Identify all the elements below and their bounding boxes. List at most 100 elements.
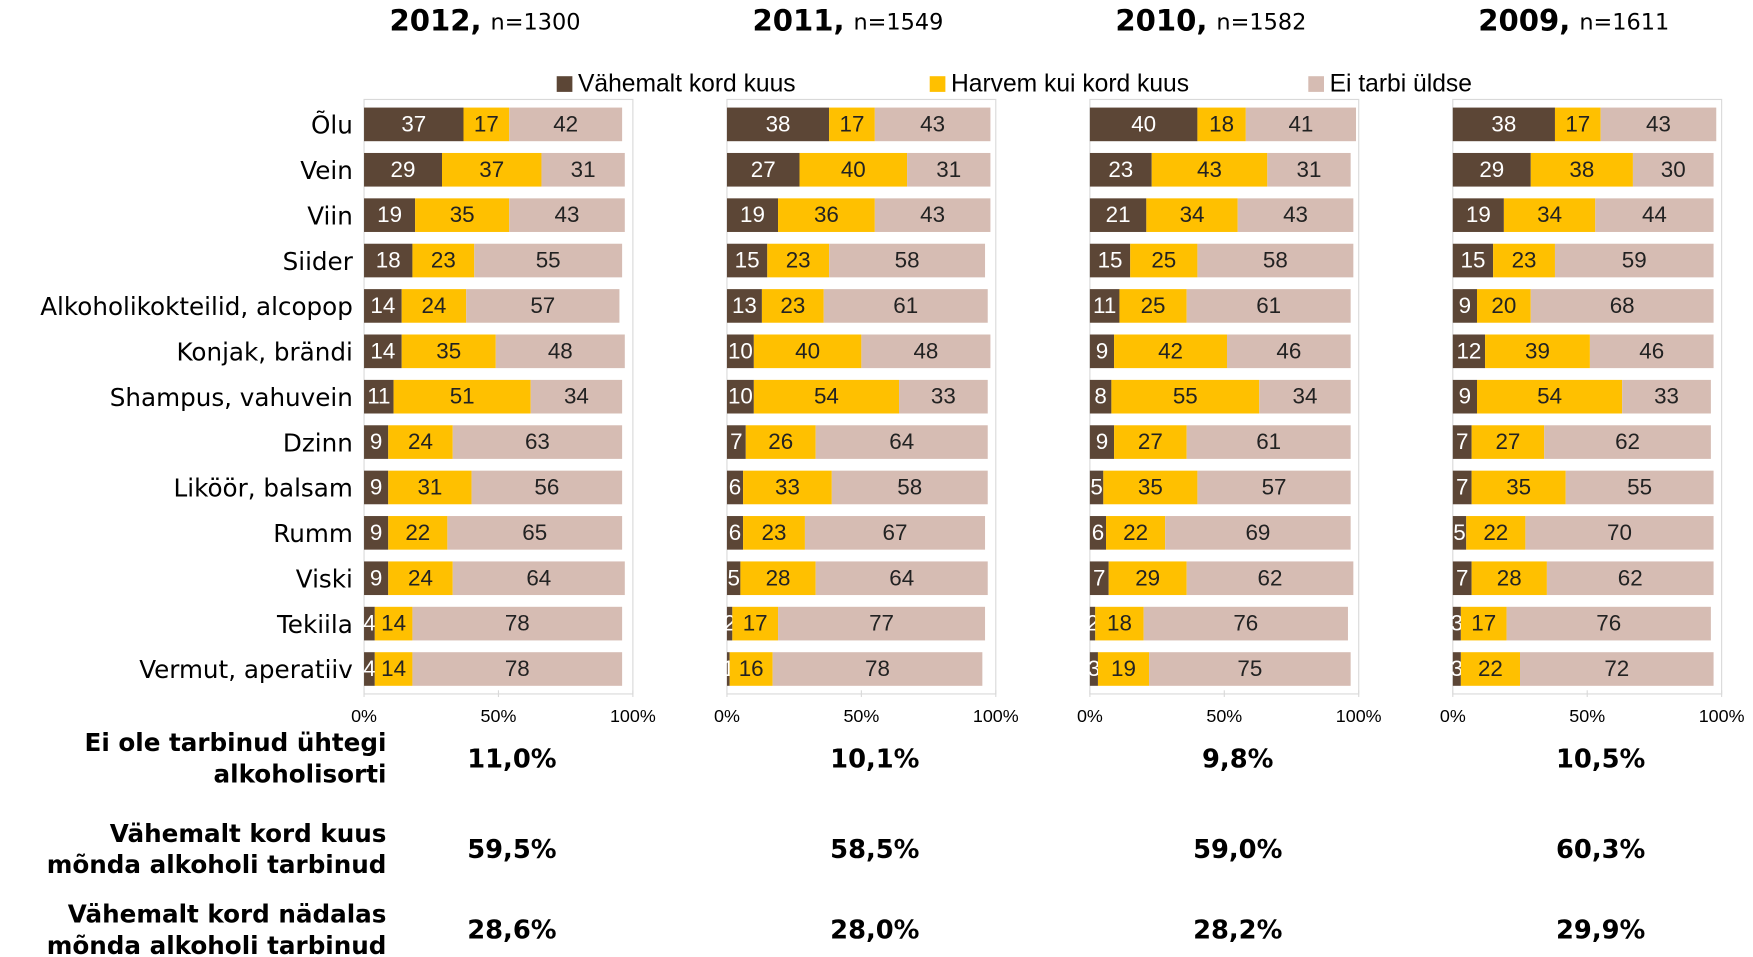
bar-segment xyxy=(726,243,768,278)
data-label: 70 xyxy=(1607,520,1632,545)
x-tick-label: 50% xyxy=(1569,706,1605,726)
data-label: 39 xyxy=(1525,338,1550,363)
bar-segment xyxy=(463,107,510,142)
bar-segment xyxy=(364,107,464,142)
x-tick-label: 50% xyxy=(843,706,879,726)
bar-segment xyxy=(1089,561,1109,596)
data-label: 15 xyxy=(735,248,760,273)
data-label: 69 xyxy=(1245,520,1270,545)
legend-label: Vähemalt kord kuus xyxy=(578,71,796,98)
data-label: 9 xyxy=(1459,293,1471,318)
x-tick-label: 100% xyxy=(610,706,656,726)
bar-segment xyxy=(447,516,623,550)
data-label: 23 xyxy=(780,293,805,318)
bar-segment xyxy=(509,198,625,232)
bar-segment xyxy=(726,561,741,596)
bar-segment xyxy=(1237,198,1354,232)
summary-label: alkoholisorti xyxy=(214,759,387,788)
panel-title: 2010, n=1582 xyxy=(1115,3,1306,37)
data-label: 48 xyxy=(913,338,938,363)
data-label: 56 xyxy=(534,475,559,500)
bar-segment xyxy=(1452,198,1504,232)
bar-segment xyxy=(401,289,467,323)
bar-segment xyxy=(1622,379,1711,414)
data-label: 35 xyxy=(436,338,461,363)
category-label: Tekiila xyxy=(276,610,353,639)
bar-segment xyxy=(364,516,389,550)
bar-segment xyxy=(799,152,908,187)
bar-segment xyxy=(415,198,510,232)
data-label: 29 xyxy=(1479,157,1504,182)
data-label: 7 xyxy=(1093,565,1105,590)
bar-segment xyxy=(831,470,988,505)
panel-title: 2009, n=1611 xyxy=(1478,3,1669,37)
bar-segment xyxy=(743,470,832,505)
data-label: 18 xyxy=(1209,111,1234,136)
bar-segment xyxy=(726,606,733,641)
title-year: 2009, xyxy=(1478,3,1570,37)
data-label: 6 xyxy=(729,520,741,545)
bar-segment xyxy=(1146,198,1238,232)
bar-segment xyxy=(1452,107,1555,142)
x-tick-label: 50% xyxy=(1206,706,1242,726)
data-label: 57 xyxy=(1262,475,1287,500)
bar-segment xyxy=(393,379,531,414)
data-label: 78 xyxy=(505,656,530,681)
bar-segment xyxy=(388,425,453,459)
data-label: 61 xyxy=(893,293,918,318)
bar-segment xyxy=(1114,425,1187,459)
data-label: 22 xyxy=(1483,520,1508,545)
summary-value: 60,3% xyxy=(1556,835,1645,865)
data-label: 23 xyxy=(1108,157,1133,182)
data-label: 17 xyxy=(1471,611,1496,636)
bar-segment xyxy=(442,152,542,187)
bar-segment xyxy=(1530,152,1633,187)
data-label: 68 xyxy=(1610,293,1635,318)
data-label: 23 xyxy=(1512,248,1537,273)
legend-swatch xyxy=(1308,76,1324,92)
bar-segment xyxy=(1259,379,1351,414)
bar-segment xyxy=(740,561,816,596)
x-tick-label: 50% xyxy=(481,706,517,726)
bar-segment xyxy=(1143,606,1348,641)
data-label: 11 xyxy=(367,384,390,409)
data-label: 33 xyxy=(1654,384,1679,409)
data-label: 3 xyxy=(1088,656,1100,681)
data-label: 23 xyxy=(431,248,456,273)
data-label: 9 xyxy=(370,429,382,454)
data-label: 19 xyxy=(740,202,765,227)
data-label: 25 xyxy=(1151,248,1176,273)
title-year: 2011, xyxy=(752,3,844,37)
data-label: 14 xyxy=(370,338,395,363)
summary-label: mõnda alkoholi tarbinud xyxy=(47,931,387,957)
data-label: 43 xyxy=(920,111,945,136)
bar-segment xyxy=(364,652,375,686)
summary-value: 28,2% xyxy=(1193,916,1282,946)
category-label: Viski xyxy=(296,564,353,593)
bar-segment xyxy=(1452,243,1494,278)
data-label: 67 xyxy=(883,520,908,545)
bar-segment xyxy=(1106,516,1166,550)
bar-segment xyxy=(1165,516,1351,550)
category-label: Rumm xyxy=(273,519,353,548)
data-label: 33 xyxy=(931,384,956,409)
summary-label: mõnda alkoholi tarbinud xyxy=(47,850,387,879)
data-label: 38 xyxy=(1569,157,1594,182)
bar-segment xyxy=(726,334,754,369)
summary-value: 28,0% xyxy=(830,916,919,946)
data-label: 46 xyxy=(1276,338,1301,363)
data-label: 78 xyxy=(865,656,890,681)
bar-segment xyxy=(726,652,730,686)
bar-segment xyxy=(745,425,816,459)
data-label: 4 xyxy=(363,656,375,681)
bar-segment xyxy=(726,198,779,232)
data-label: 15 xyxy=(1461,248,1486,273)
bar-segment xyxy=(1108,561,1187,596)
bar-segment xyxy=(1460,606,1507,641)
bar-segment xyxy=(829,107,875,142)
bar-segment xyxy=(1197,107,1246,142)
bar-segment xyxy=(388,470,472,505)
data-label: 15 xyxy=(1098,248,1123,273)
data-label: 17 xyxy=(474,111,499,136)
bar-segment xyxy=(388,516,448,550)
